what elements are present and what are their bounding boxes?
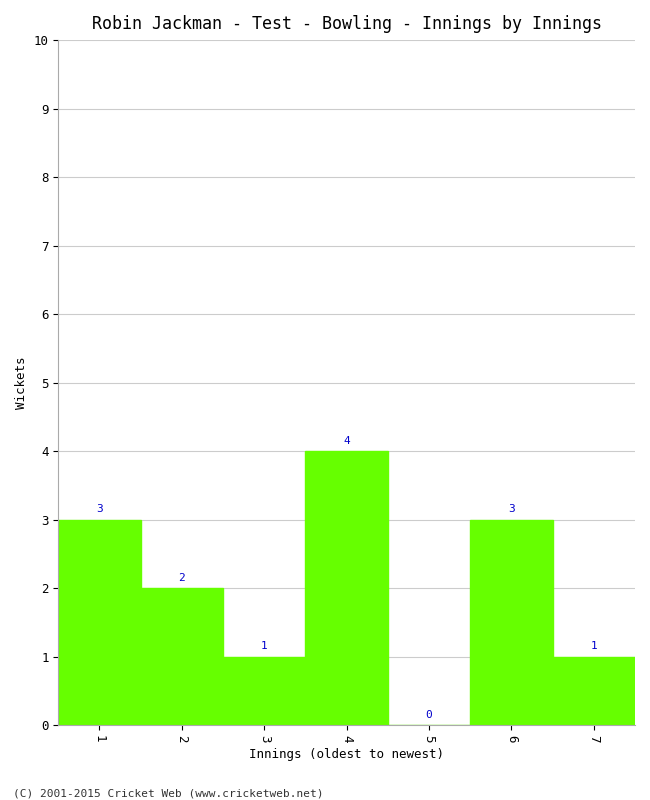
Text: 0: 0 bbox=[426, 710, 432, 720]
Title: Robin Jackman - Test - Bowling - Innings by Innings: Robin Jackman - Test - Bowling - Innings… bbox=[92, 15, 602, 33]
X-axis label: Innings (oldest to newest): Innings (oldest to newest) bbox=[249, 748, 444, 761]
Text: (C) 2001-2015 Cricket Web (www.cricketweb.net): (C) 2001-2015 Cricket Web (www.cricketwe… bbox=[13, 788, 324, 798]
Text: 1: 1 bbox=[590, 642, 597, 651]
Y-axis label: Wickets: Wickets bbox=[15, 357, 28, 409]
Text: 2: 2 bbox=[179, 573, 185, 582]
Text: 3: 3 bbox=[508, 504, 515, 514]
Bar bbox=[223, 657, 306, 726]
Bar bbox=[306, 451, 388, 726]
Text: 4: 4 bbox=[343, 436, 350, 446]
Bar bbox=[58, 520, 140, 726]
Bar bbox=[470, 520, 552, 726]
Text: 1: 1 bbox=[261, 642, 268, 651]
Bar bbox=[140, 588, 223, 726]
Bar bbox=[552, 657, 635, 726]
Text: 3: 3 bbox=[96, 504, 103, 514]
